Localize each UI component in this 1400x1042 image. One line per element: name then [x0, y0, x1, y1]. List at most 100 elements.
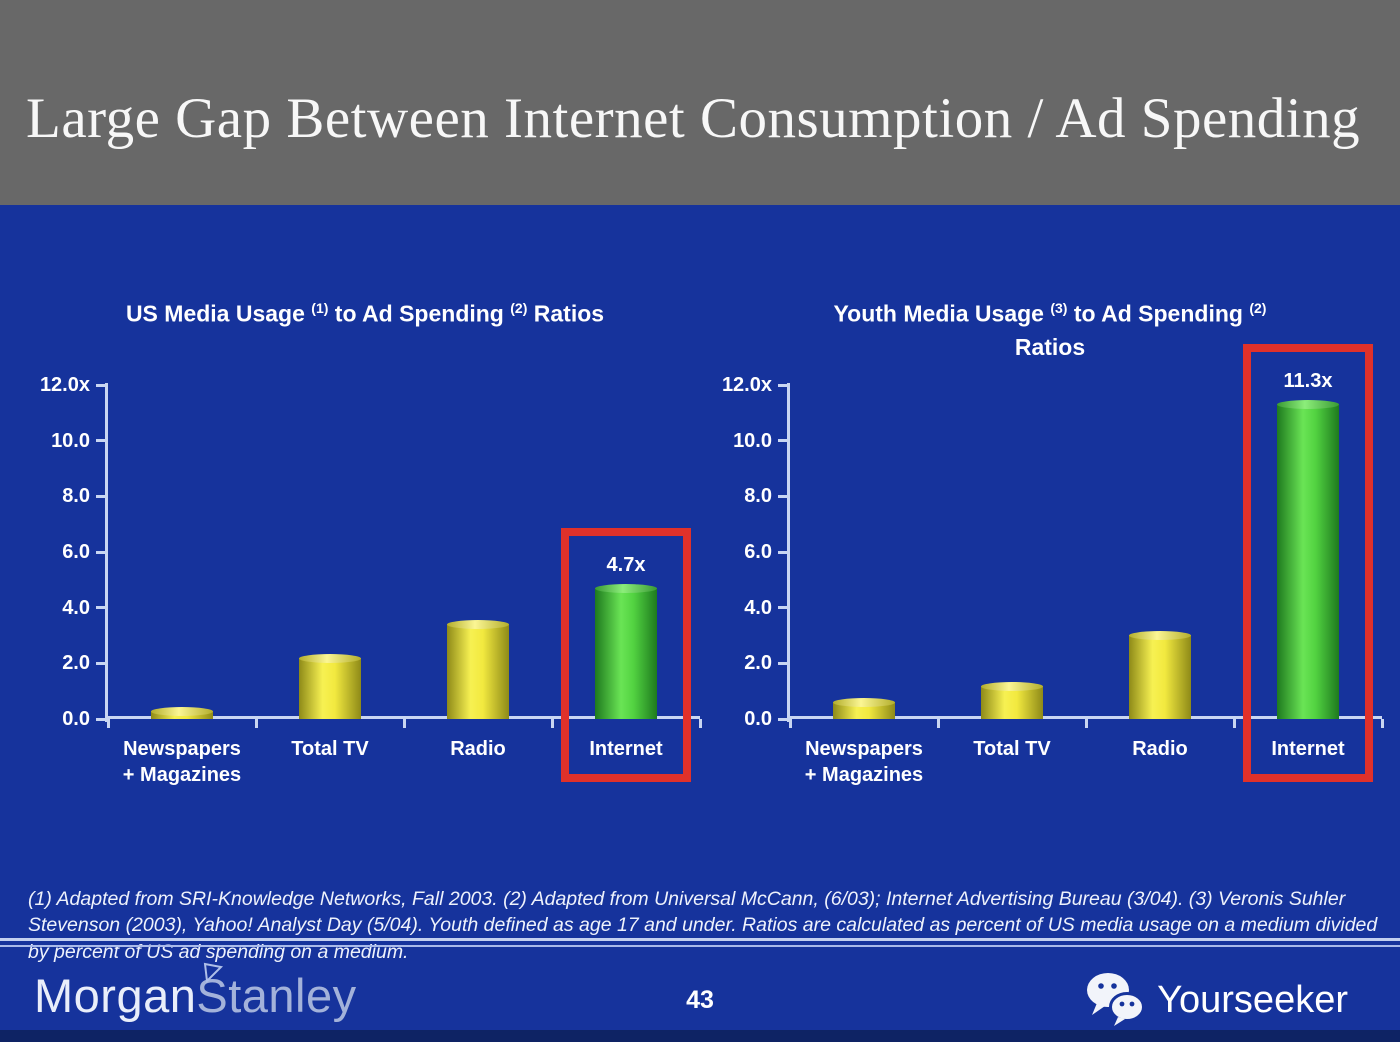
- chart-title-superscript: (1): [311, 300, 329, 316]
- y-tick: [778, 606, 787, 610]
- category-label-total-tv: Total TV: [917, 736, 1107, 762]
- yourseeker-brand: Yourseeker: [1085, 972, 1348, 1028]
- bar-top-cap: [447, 620, 509, 629]
- page-number: 43: [686, 986, 714, 1014]
- y-axis: [105, 383, 108, 722]
- y-tick-label: 10.0: [733, 429, 772, 452]
- bar-value-label: 4.7x: [606, 554, 646, 576]
- wechat-icon: [1087, 973, 1146, 1026]
- category-label-total-tv: Total TV: [235, 736, 425, 762]
- category-label-radio: Radio: [1065, 736, 1255, 762]
- chart-title-text: US Media Usage: [125, 300, 312, 327]
- category-label-newspapers-magazines: Newspapers + Magazines: [769, 736, 959, 788]
- bar-top-cap: [833, 698, 895, 707]
- bar-newspapers-magazines: [151, 707, 213, 719]
- y-tick-label: 6.0: [62, 541, 90, 563]
- bottom-strip: [0, 1030, 1400, 1042]
- x-tick: [106, 719, 110, 728]
- chart-title-superscript: (2): [1249, 300, 1267, 316]
- chart-title-text: to Ad Spending: [328, 300, 511, 327]
- y-tick: [778, 494, 787, 498]
- chart-title-superscript: (3): [1050, 300, 1068, 316]
- y-tick: [96, 494, 105, 498]
- y-tick: [96, 383, 105, 387]
- y-tick-label: 2.0: [744, 652, 772, 675]
- category-label-line: Radio: [450, 738, 506, 760]
- x-tick: [254, 719, 258, 728]
- footer-separator: [0, 938, 1400, 947]
- morgan-stanley-flag-icon: [203, 962, 224, 984]
- y-tick: [778, 717, 787, 721]
- highlight-box: [1243, 344, 1373, 782]
- bar-total-tv: [981, 682, 1043, 719]
- chart-title: US Media Usage (1) to Ad Spending (2) Ra…: [90, 292, 640, 331]
- bar-top-cap: [1277, 400, 1339, 409]
- category-label-line: Total TV: [291, 738, 369, 760]
- bar-total-tv: [299, 654, 361, 719]
- category-label-internet: Internet: [1213, 736, 1400, 762]
- x-tick: [402, 719, 406, 728]
- yourseeker-text: Yourseeker: [1157, 978, 1348, 1021]
- chart-title-text: Youth Media Usage: [833, 300, 1051, 327]
- category-label-newspapers-magazines: Newspapers + Magazines: [87, 736, 277, 788]
- chart-title: Youth Media Usage (3) to Ad Spending (2)…: [795, 292, 1305, 364]
- category-label-line: + Magazines: [122, 764, 242, 786]
- chart-title-text: to Ad Spending: [1067, 300, 1250, 327]
- morgan-stanley-logo-text-2: Stanley: [196, 969, 357, 1022]
- y-tick: [778, 439, 787, 443]
- chart-title-text: Ratios: [1014, 333, 1086, 360]
- bar-top-cap: [151, 707, 213, 716]
- x-tick: [788, 719, 792, 728]
- slide-title: Large Gap Between Internet Consumption /…: [26, 87, 1361, 150]
- category-label-line: + Magazines: [804, 764, 924, 786]
- x-tick: [550, 719, 554, 728]
- category-label-internet: Internet: [531, 736, 721, 762]
- y-tick-label: 12.0x: [721, 374, 772, 396]
- category-label-line: Internet: [1271, 738, 1345, 760]
- y-tick-label: 10.0: [51, 429, 90, 452]
- x-tick: [698, 719, 702, 728]
- x-tick: [1084, 719, 1088, 728]
- y-tick-label: 6.0: [744, 541, 772, 563]
- bar-top-cap: [595, 584, 657, 593]
- y-tick-label: 0.0: [744, 708, 772, 730]
- category-label-line: Internet: [589, 738, 663, 760]
- bar-internet: [1277, 400, 1339, 719]
- category-label-line: Newspapers: [123, 738, 241, 760]
- y-tick-label: 8.0: [744, 485, 772, 508]
- bar-radio: [447, 620, 509, 719]
- x-tick: [1232, 719, 1236, 728]
- category-label-line: Newspapers: [805, 738, 923, 760]
- highlight-box: [561, 528, 691, 782]
- y-tick: [96, 439, 105, 443]
- category-label-radio: Radio: [383, 736, 573, 762]
- morgan-stanley-logo: MorganStanley: [34, 962, 357, 1023]
- y-tick: [96, 606, 105, 610]
- category-label-line: Radio: [1132, 738, 1188, 760]
- y-tick-label: 4.0: [744, 596, 772, 619]
- y-tick: [778, 383, 787, 387]
- bar-top-cap: [981, 682, 1043, 691]
- chart-title-text: Ratios: [527, 300, 605, 327]
- y-tick-label: 12.0x: [39, 374, 90, 396]
- x-tick: [1380, 719, 1384, 728]
- slide-header: Large Gap Between Internet Consumption /…: [0, 0, 1400, 205]
- bar-value-label: 11.3x: [1283, 370, 1333, 392]
- category-label-line: Total TV: [973, 738, 1051, 760]
- bar-internet: [595, 584, 657, 719]
- y-tick-label: 4.0: [62, 596, 90, 619]
- x-axis: [790, 716, 1382, 719]
- bar-top-cap: [1129, 631, 1191, 640]
- bar-newspapers-magazines: [833, 698, 895, 719]
- y-tick-label: 2.0: [62, 652, 90, 675]
- morgan-stanley-logo-text-1: Morgan: [34, 969, 197, 1022]
- bar-top-cap: [299, 654, 361, 663]
- y-tick-label: 0.0: [62, 708, 90, 730]
- y-tick: [778, 661, 787, 665]
- y-tick: [96, 717, 105, 721]
- y-tick: [96, 661, 105, 665]
- y-axis: [787, 383, 790, 722]
- bar-radio: [1129, 631, 1191, 719]
- y-tick: [96, 550, 105, 554]
